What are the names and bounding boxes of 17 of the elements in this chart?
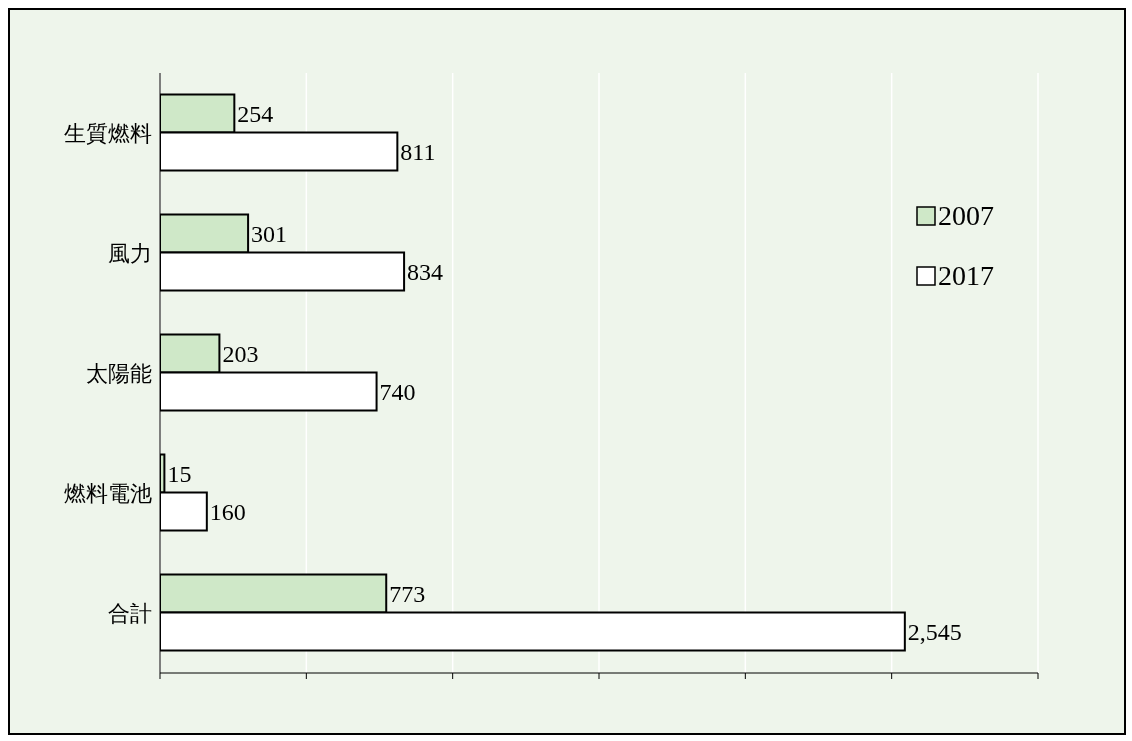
- data-label: 811: [400, 139, 436, 165]
- data-label: 160: [209, 499, 246, 525]
- y-tick-label: 風力: [108, 240, 152, 266]
- data-label: 15: [167, 461, 192, 487]
- y-tick-label: 太陽能: [86, 360, 152, 386]
- data-label: 301: [251, 221, 288, 247]
- legend-label: 2007: [938, 200, 994, 232]
- data-label: 834: [407, 259, 444, 285]
- data-label: 2,545: [907, 619, 962, 645]
- data-label: 254: [237, 101, 274, 127]
- legend-label: 2017: [938, 260, 994, 292]
- data-label: 203: [222, 341, 259, 367]
- y-tick-label: 合計: [108, 600, 152, 626]
- data-label: 740: [379, 379, 416, 405]
- y-tick-label: 生質燃料: [64, 120, 152, 146]
- y-tick-label: 燃料電池: [64, 480, 152, 506]
- data-label: 773: [389, 581, 426, 607]
